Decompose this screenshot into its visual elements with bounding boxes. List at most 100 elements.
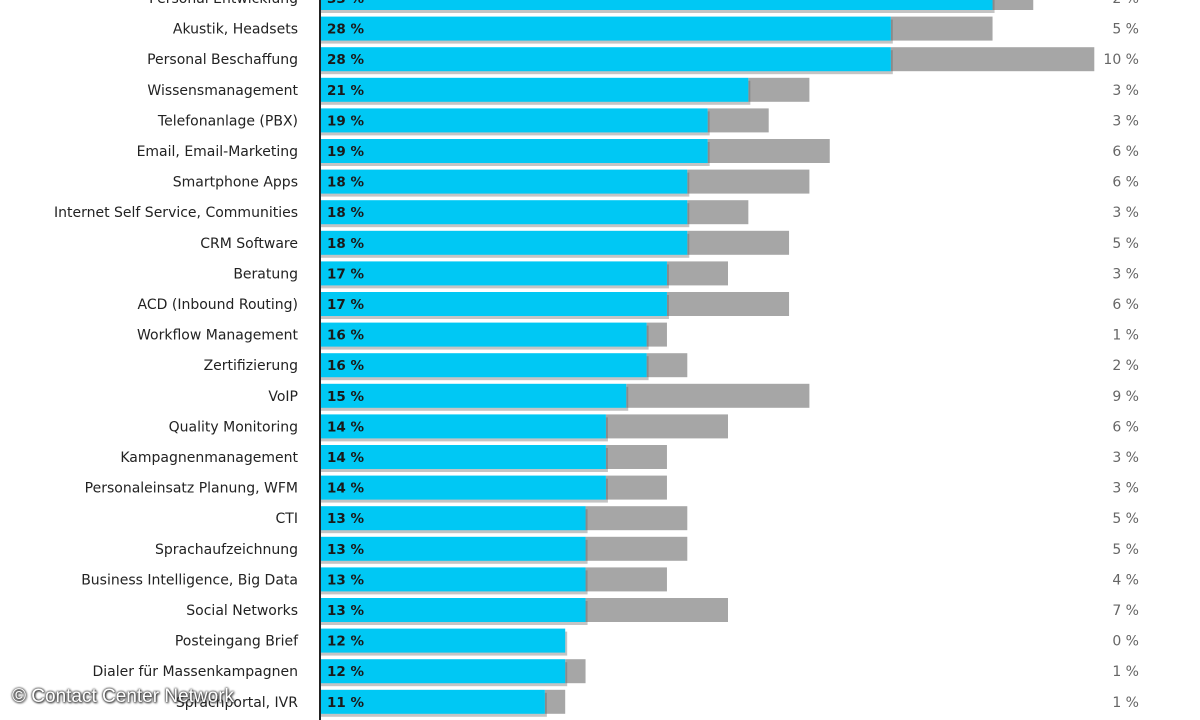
bar-secondary (890, 16, 993, 41)
bar-secondary (605, 445, 667, 469)
category-label: Quality Monitoring (169, 419, 298, 435)
category-label: Sprachportal, IVR (176, 695, 298, 711)
bar-primary (321, 689, 545, 714)
secondary-value-label: 1 % (1112, 328, 1139, 344)
bar-value-label: 18 % (327, 236, 364, 252)
bar-secondary (626, 383, 810, 408)
secondary-value-label: 3 % (1112, 83, 1139, 99)
category-label: Sprachaufzeichnung (155, 542, 298, 558)
bar-secondary (687, 230, 790, 255)
secondary-value-label: 3 % (1112, 266, 1139, 282)
bar-secondary (565, 659, 586, 684)
bar-secondary (666, 292, 790, 316)
secondary-value-label: 2 % (1112, 0, 1139, 7)
bar-primary (321, 383, 627, 408)
bar-value-label: 18 % (327, 175, 364, 191)
bar-primary (321, 200, 688, 225)
bar-value-label: 13 % (327, 511, 364, 527)
bar-value-label: 19 % (327, 113, 364, 129)
secondary-value-label: 6 % (1112, 297, 1139, 313)
secondary-value-label: 6 % (1112, 419, 1139, 435)
bar-primary (321, 567, 586, 592)
bar-value-label: 19 % (327, 144, 364, 160)
bar-primary (321, 322, 647, 347)
bar-value-label: 13 % (327, 603, 364, 619)
bar-value-label: 33 % (327, 0, 364, 7)
secondary-value-label: 9 % (1112, 389, 1139, 405)
bar-value-label: 14 % (327, 450, 364, 466)
secondary-value-label: 1 % (1112, 695, 1139, 711)
secondary-value-label: 5 % (1112, 511, 1139, 527)
bar-secondary (605, 414, 728, 439)
bar-primary (321, 353, 647, 378)
bar-secondary (992, 0, 1034, 10)
secondary-value-label: 3 % (1112, 450, 1139, 466)
bar-primary (321, 77, 749, 102)
category-label: Kampagnenmanagement (120, 450, 298, 466)
bar-secondary (585, 506, 688, 531)
category-label: Zertifizierung (204, 358, 298, 374)
bar-value-label: 28 % (327, 52, 364, 68)
category-label: CRM Software (200, 236, 298, 252)
secondary-value-label: 0 % (1112, 634, 1139, 650)
category-label: Akustik, Headsets (173, 22, 298, 38)
bar-primary (321, 628, 566, 653)
bar-secondary (585, 536, 688, 561)
bar-secondary (646, 322, 667, 347)
bar-secondary (707, 108, 769, 133)
bar-primary (321, 230, 688, 255)
secondary-value-label: 1 % (1112, 664, 1139, 680)
bar-primary (321, 108, 708, 133)
category-label: VoIP (268, 389, 298, 405)
bar-secondary (687, 169, 810, 194)
secondary-value-label: 4 % (1112, 572, 1139, 588)
bar-value-label: 12 % (327, 664, 364, 680)
secondary-value-label: 5 % (1112, 22, 1139, 38)
bar-value-label: 15 % (327, 389, 364, 405)
category-label: Internet Self Service, Communities (54, 205, 298, 221)
bar-secondary (585, 598, 728, 622)
bar-secondary (666, 261, 728, 286)
bar-value-label: 13 % (327, 542, 364, 558)
category-label: Personal Beschaffung (147, 52, 298, 68)
bar-primary (321, 169, 688, 194)
bar-value-label: 12 % (327, 634, 364, 650)
bar-value-label: 14 % (327, 419, 364, 435)
category-label: Social Networks (186, 603, 298, 619)
bar-secondary (605, 475, 667, 500)
secondary-value-label: 5 % (1112, 236, 1139, 252)
bar-secondary (890, 47, 1095, 72)
secondary-value-label: 10 % (1103, 52, 1139, 68)
category-label: Wissensmanagement (147, 83, 298, 99)
bar-primary (321, 16, 891, 41)
bar-primary (321, 475, 606, 500)
bar-primary (321, 536, 586, 561)
watermark: © Contact Center Network (12, 686, 235, 707)
category-label: CTI (276, 511, 298, 527)
secondary-value-label: 7 % (1112, 603, 1139, 619)
category-label: Personal Entwicklung (149, 0, 298, 7)
bar-value-label: 17 % (327, 297, 364, 313)
bar-value-label: 11 % (327, 695, 364, 711)
secondary-value-label: 3 % (1112, 113, 1139, 129)
secondary-value-label: 2 % (1112, 358, 1139, 374)
bar-primary (321, 659, 566, 684)
bar-primary (321, 598, 586, 622)
bar-secondary (544, 689, 566, 714)
secondary-value-label: 6 % (1112, 175, 1139, 191)
bar-secondary (707, 139, 830, 163)
bar-value-label: 18 % (327, 205, 364, 221)
bar-primary (321, 139, 708, 163)
category-label: Beratung (233, 266, 298, 282)
bar-primary (321, 445, 606, 469)
bar-value-label: 13 % (327, 572, 364, 588)
category-label: Telefonanlage (PBX) (157, 113, 298, 129)
bar-primary (321, 414, 606, 439)
bar-primary (321, 261, 667, 286)
bar-secondary (585, 567, 667, 592)
bar-value-label: 16 % (327, 358, 364, 374)
bar-primary (321, 506, 586, 531)
bar-primary (321, 292, 667, 316)
bar-value-label: 17 % (327, 266, 364, 282)
